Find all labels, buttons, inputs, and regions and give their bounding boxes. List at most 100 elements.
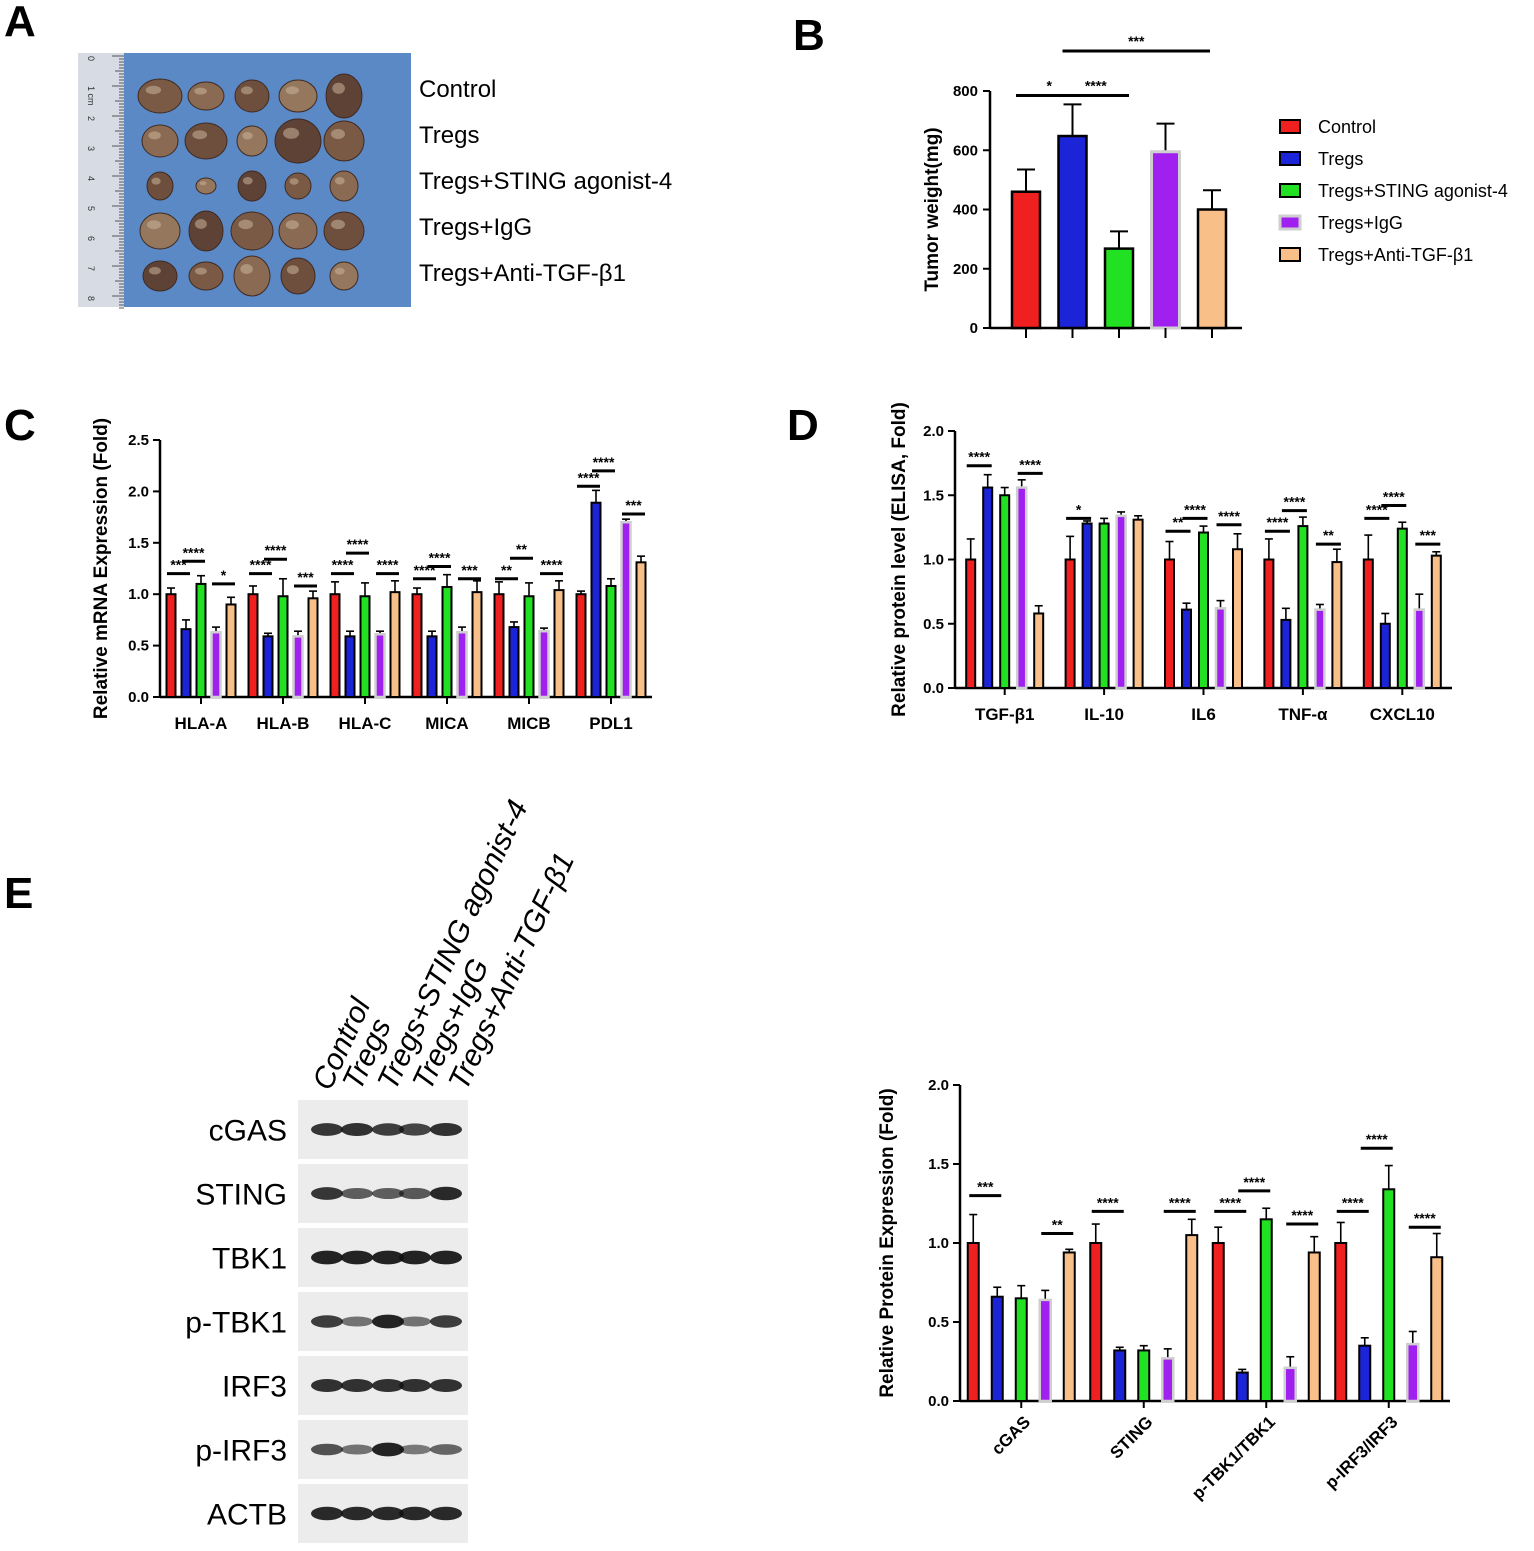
bar [1115, 514, 1127, 690]
y-tick-label: 0.5 [923, 616, 944, 633]
tumor-highlight [283, 127, 300, 139]
ruler-ticks [112, 55, 124, 309]
bar [575, 593, 587, 699]
bar [1010, 190, 1042, 330]
tumor-highlight [285, 86, 299, 95]
bar [195, 582, 207, 698]
tumor [187, 81, 225, 111]
ruler-label: 1 cm [86, 86, 96, 106]
tumor-highlight [148, 267, 161, 275]
ruler-label: 0 [86, 56, 96, 61]
bar [1057, 134, 1088, 330]
tumor-grid [137, 73, 365, 297]
tumor-photo: 0 1 cm 2 3 4 5 6 7 8 [78, 53, 411, 309]
blot-band [399, 1316, 431, 1327]
bar [307, 597, 319, 699]
blot-protein-label: TBK1 [212, 1243, 287, 1276]
blot-band [311, 1187, 343, 1200]
bar [441, 586, 453, 699]
panel-label-c: C [4, 401, 36, 450]
legend-label-sting: Tregs+STING agonist-4 [1318, 181, 1508, 201]
blot-band [372, 1506, 404, 1521]
bar [344, 635, 356, 699]
bar [1358, 1344, 1372, 1402]
tumor-highlight [334, 177, 345, 185]
significance-label: *** [1128, 33, 1145, 49]
chart-e-protein-expression: 0.0 0.5 1.0 1.5 2.0 Relative Protein Expressi… [877, 1077, 1450, 1503]
blot-band [341, 1506, 373, 1521]
tumor [280, 257, 316, 295]
bar [1211, 1242, 1225, 1402]
tumor-highlight [240, 264, 253, 274]
tumor-highlight [194, 267, 207, 275]
category-label: MICB [507, 714, 550, 733]
legend-swatch-control [1279, 119, 1301, 134]
y-tick-label: 1.5 [928, 1156, 949, 1173]
y-tick-label: 600 [953, 142, 978, 159]
ruler-label: 2 [86, 116, 96, 121]
blot-band [341, 1444, 373, 1455]
tumor-highlight [240, 86, 253, 95]
y-axis-label: Relative Protein Expression (Fold) [877, 1088, 898, 1397]
bar [292, 635, 304, 699]
blot-protein-label: ACTB [207, 1499, 287, 1532]
y-tick-label: 0.0 [923, 680, 944, 697]
bar [1014, 1297, 1028, 1403]
significance-label: **** [347, 536, 369, 552]
bar [426, 635, 438, 699]
significance-label: **** [1169, 1194, 1191, 1210]
bar [1263, 558, 1275, 689]
bar [990, 1295, 1004, 1402]
bar [225, 603, 237, 698]
blot-band [430, 1444, 462, 1455]
photo-label-igg: Tregs+IgG [419, 214, 532, 241]
bar [605, 584, 617, 699]
photo-group-labels: Control Tregs Tregs+STING agonist-4 Treg… [419, 76, 672, 287]
bar [620, 520, 632, 699]
significance-label: **** [265, 542, 287, 558]
blot-band [311, 1250, 343, 1265]
significance-label: **** [593, 454, 615, 470]
blot-band [341, 1122, 373, 1137]
bar [493, 593, 505, 699]
y-tick-label: 2.0 [128, 483, 149, 500]
blot-band [399, 1187, 431, 1200]
tumor [323, 211, 365, 251]
category-label: cGAS [988, 1412, 1034, 1458]
y-tick-label: 2.5 [128, 432, 149, 449]
bar [1062, 1251, 1076, 1402]
blot-band [430, 1315, 462, 1328]
bar [1185, 1234, 1199, 1402]
ruler-label: 4 [86, 176, 96, 181]
bar [1297, 525, 1309, 690]
bar [389, 591, 401, 698]
significance-label: **** [1219, 1194, 1241, 1210]
bar [1232, 548, 1243, 689]
significance-label: **** [332, 557, 354, 573]
ruler-labels: 0 1 cm 2 3 4 5 6 7 8 [86, 56, 96, 301]
y-tick-label: 2.0 [923, 423, 944, 440]
blot-band [430, 1378, 462, 1393]
bar [1038, 1298, 1052, 1403]
bar [1307, 1251, 1321, 1402]
tumor [195, 177, 217, 195]
blot-band [372, 1442, 404, 1457]
y-tick-label: 800 [953, 83, 978, 100]
western-blot: cGAS STING TBK1 p-TBK1 IRF3 p-IRF3 ACTB [185, 1100, 468, 1543]
significance-label: **** [1267, 514, 1289, 530]
tumor-highlight [194, 219, 207, 229]
bar [1362, 558, 1374, 689]
tumor-highlight [192, 130, 208, 140]
significance-label: *** [977, 1179, 994, 1195]
legend-label-antitgf: Tregs+Anti-TGF-β1 [1318, 245, 1473, 265]
y-tick-label: 1.5 [923, 487, 944, 504]
tumor [237, 170, 267, 202]
y-tick-label: 1.0 [128, 586, 149, 603]
tumor [278, 79, 318, 113]
category-label: HLA-C [339, 714, 392, 733]
photo-label-tregs: Tregs [419, 122, 479, 149]
tumor [188, 210, 224, 252]
category-label: TNF-α [1278, 705, 1328, 724]
tumor [329, 261, 359, 291]
